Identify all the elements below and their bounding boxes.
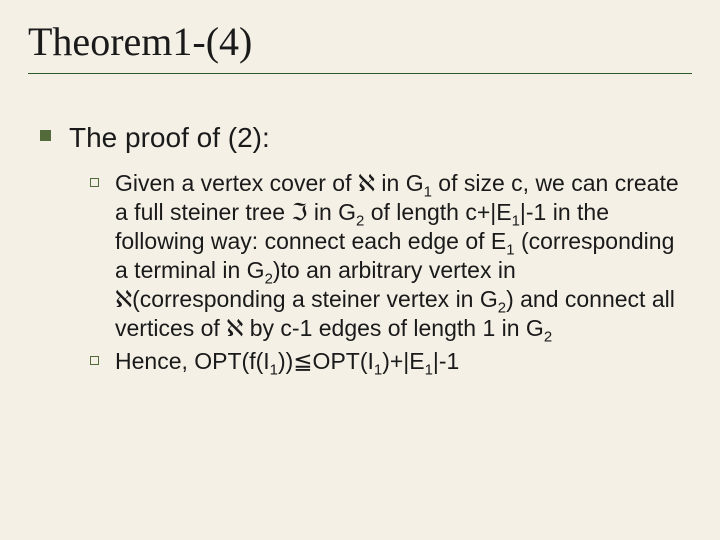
square-bullet-icon <box>40 130 51 141</box>
hollow-square-bullet-icon <box>90 178 99 187</box>
slide: Theorem1-(4) The proof of (2): Given a v… <box>0 0 720 540</box>
title-underline: Theorem1-(4) <box>28 18 692 74</box>
level2-text: Given a vertex cover of ℵ in G1 of size … <box>115 169 682 343</box>
slide-title: Theorem1-(4) <box>28 18 692 65</box>
level2-text: Hence, OPT(f(I1))≦OPT(I1)+|E1|-1 <box>115 347 459 376</box>
list-item: Given a vertex cover of ℵ in G1 of size … <box>90 169 682 343</box>
hollow-square-bullet-icon <box>90 356 99 365</box>
list-item: The proof of (2): <box>40 120 692 155</box>
list-item: Hence, OPT(f(I1))≦OPT(I1)+|E1|-1 <box>90 347 682 376</box>
level1-text: The proof of (2): <box>69 120 270 155</box>
